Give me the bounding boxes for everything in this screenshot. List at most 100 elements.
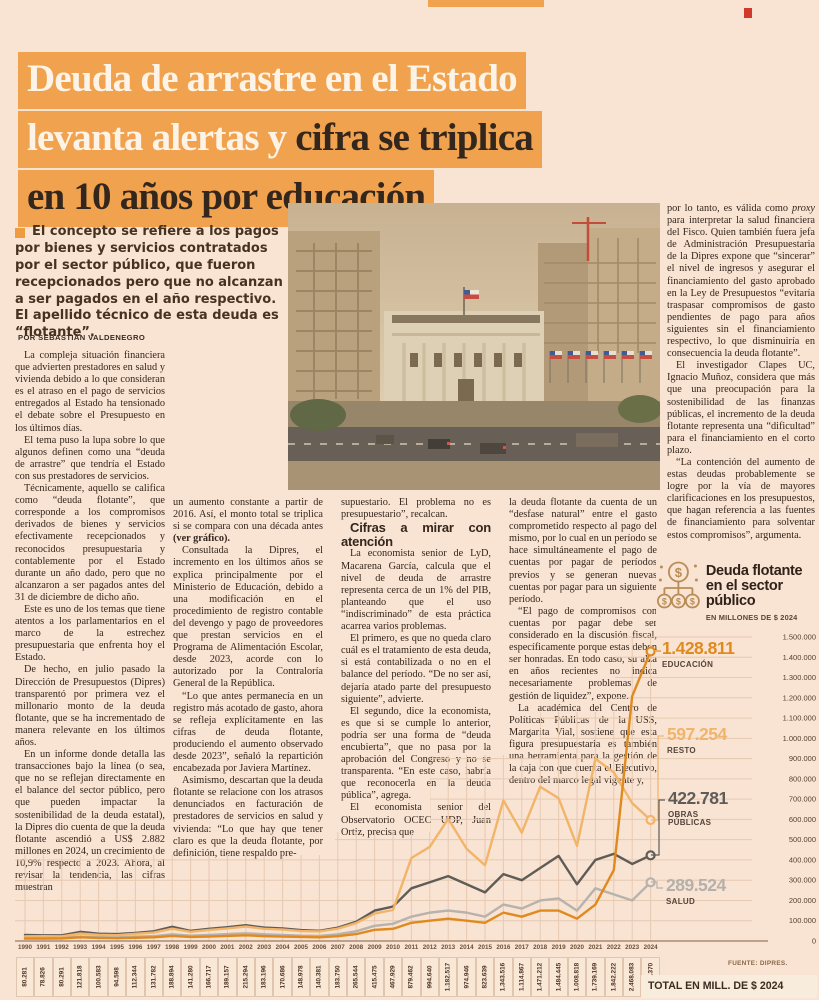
svg-text:1.500.000: 1.500.000	[783, 633, 816, 642]
total-value-box: 215.294	[236, 957, 255, 997]
year-label: 2022	[606, 944, 621, 951]
year-label: 1998	[165, 944, 180, 951]
total-value-box: 112.344	[126, 957, 145, 997]
total-value-box: 879.462	[402, 957, 421, 997]
top-page-edge-bar	[428, 0, 544, 7]
total-value-box: 141.280	[181, 957, 200, 997]
year-label: 2016	[496, 944, 511, 951]
flags-row	[549, 351, 652, 383]
year-label: 1993	[73, 944, 88, 951]
year-label: 2012	[422, 944, 437, 951]
series-label-educacion: 1.428.811 EDUCACIÓN	[662, 638, 735, 669]
byline: POR SEBASTIÁN VALDENEGRO	[18, 333, 146, 342]
svg-text:800.000: 800.000	[789, 774, 816, 783]
total-value-box: 467.929	[383, 957, 403, 997]
year-label: 2009	[367, 944, 382, 951]
paragraph: El economista senior del Observatorio OC…	[341, 802, 491, 838]
svg-text:100.000: 100.000	[789, 916, 816, 925]
paragraph: Consultada la Dipres, el incremento en l…	[173, 545, 323, 690]
total-value-box: 170.686	[273, 957, 292, 997]
section-subhead: Cifras a mirar con atención	[341, 520, 491, 549]
svg-text:1.200.000: 1.200.000	[783, 693, 816, 702]
paragraph: La académica del Centro de Políticas Púb…	[509, 702, 657, 787]
year-label: 2004	[275, 944, 290, 951]
total-value-box: 1.343.516	[494, 957, 513, 997]
paragraph: El tema puso la lupa sobre lo que alguno…	[15, 434, 165, 482]
total-value-box: 121.818	[71, 957, 90, 997]
total-value-box: 183.196	[255, 957, 274, 997]
total-value-box: 189.157	[218, 957, 237, 997]
paragraph: la deuda flotante da cuenta de un “desfa…	[509, 497, 657, 605]
year-label: 2010	[385, 944, 400, 951]
paragraph: “La contención del aumento de estas deud…	[667, 456, 815, 541]
svg-text:1.000.000: 1.000.000	[783, 734, 816, 743]
svg-text:1.100.000: 1.100.000	[783, 714, 816, 723]
paragraph: Técnicamente, aquello se califica como “…	[15, 483, 165, 603]
total-value-box: 1.471.212	[531, 957, 550, 997]
svg-text:300.000: 300.000	[789, 876, 816, 885]
lead-bullet-icon	[15, 228, 25, 238]
lead-paragraph: El concepto se refiere a los pagos por b…	[15, 224, 287, 342]
paragraph: “El pago de compromisos con cuentas por …	[509, 605, 657, 702]
svg-text:$: $	[676, 597, 681, 607]
year-label: 1990	[17, 944, 32, 951]
paragraph: La compleja situación financiera que adv…	[15, 350, 165, 434]
total-value-box: 100.583	[89, 957, 108, 997]
total-value-box: 148.978	[291, 957, 311, 997]
year-label: 2018	[533, 944, 548, 951]
paragraph: El segundo, dice la economista, es que s…	[341, 705, 491, 802]
year-label: 2020	[569, 944, 584, 951]
total-value-box: 415.475	[365, 957, 384, 997]
year-label: 2023	[625, 944, 640, 951]
year-label: 2013	[441, 944, 456, 951]
total-value-box: 188.894	[163, 957, 182, 997]
total-value-box: 131.782	[144, 957, 163, 997]
chart-header: $ $ $ $ Deuda flotante en el sector públic…	[656, 560, 818, 624]
total-value-box: 80.291	[52, 957, 71, 997]
year-label: 2006	[312, 944, 327, 951]
paragraph: El investigador Clapes UC, Ignacio Muñoz…	[667, 360, 815, 456]
svg-text:500.000: 500.000	[789, 835, 816, 844]
ver-grafico-ref: (ver gráfico).	[173, 533, 230, 545]
year-label: 1995	[109, 944, 124, 951]
column-2: un aumento constante a partir de 2016. A…	[173, 497, 323, 860]
headline-line2: levanta alertas y cifra se triplica	[18, 110, 542, 168]
total-value-box: 974.946	[457, 957, 476, 997]
svg-text:$: $	[675, 565, 683, 580]
year-label: 1992	[54, 944, 69, 951]
year-label: 2003	[257, 944, 272, 951]
chart-source: FUENTE: DIPRES.	[728, 960, 788, 967]
chart-title: Deuda flotante en el sector público	[705, 563, 803, 610]
total-value-box: 1.484.445	[549, 957, 568, 997]
paragraph: “Lo que antes permanecía en un registro …	[173, 690, 323, 775]
page-corner-mark	[744, 8, 752, 18]
total-value-box: 1.182.517	[439, 957, 458, 997]
chart-subtitle: EN MILLONES DE $ 2024	[705, 612, 798, 622]
paragraph: La economista senior de LyD, Macarena Ga…	[341, 548, 491, 633]
total-value-box: 1.739.169	[586, 957, 605, 997]
total-value-box: 1.114.867	[512, 957, 531, 997]
total-value-box: 166.717	[199, 957, 219, 997]
year-label: 1997	[146, 944, 161, 951]
paragraph: Asimismo, descartan que la deuda flotant…	[173, 775, 323, 859]
total-caption: TOTAL EN MILL. DE $ 2024	[641, 975, 817, 998]
total-value-box: 94.598	[107, 957, 127, 997]
year-label: 2008	[349, 944, 364, 951]
total-value-box: 140.381	[310, 957, 329, 997]
svg-text:400.000: 400.000	[789, 855, 816, 864]
year-label: 2024	[643, 944, 658, 951]
x-axis-years: 1990 1991 1992 1993 1994 1995 1996 1997 1998 1999…	[0, 944, 819, 954]
column-1: La compleja situación financiera que adv…	[15, 350, 165, 895]
year-label: 2005	[293, 944, 308, 951]
paragraph: supuestario. El problema no es presupues…	[341, 497, 491, 521]
column-3: supuestario. El problema no es presupues…	[341, 497, 491, 839]
year-label: 2017	[514, 944, 529, 951]
series-label-salud: 289.524 SALUD	[666, 875, 726, 906]
total-value-box: 183.750	[328, 957, 347, 997]
year-label: 2019	[551, 944, 566, 951]
lead-text: El concepto se refiere a los pagos por b…	[15, 224, 283, 341]
year-label: 1994	[91, 944, 106, 951]
svg-text:900.000: 900.000	[789, 754, 816, 763]
paragraph: por lo tanto, es válida como proxy para …	[667, 203, 815, 360]
series-label-obras-publicas: 422.781 OBRAS PÚBLICAS	[668, 788, 728, 827]
